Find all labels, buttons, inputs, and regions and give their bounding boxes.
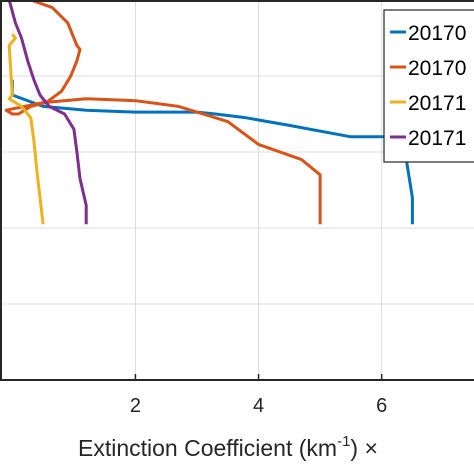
axes [0,0,474,381]
legend-label: 20170 [408,22,466,45]
x-axis-label-tail: ) × [350,435,377,461]
x-tick-label: 2 [130,395,141,417]
series-line-2 [4,0,322,225]
x-axis-label-superscript: -1 [337,433,350,450]
x-tick-label: 6 [376,395,387,417]
x-axis-label-main: Extinction Coefficient (km [78,435,337,461]
legend-label: 20170 [408,57,466,80]
legend-label: 20171 [408,92,466,115]
legend: 20170 20170 20171 20171 [383,9,474,163]
series-line-3 [7,33,45,225]
x-axis-label: Extinction Coefficient (km-1) × [78,433,378,461]
x-tick-label: 4 [253,395,264,417]
legend-label: 20171 [408,127,466,150]
x-ticks: 2 4 6 [130,374,387,417]
series-line-4 [7,0,88,225]
series-lines [4,0,414,225]
grid-lines [0,0,474,380]
